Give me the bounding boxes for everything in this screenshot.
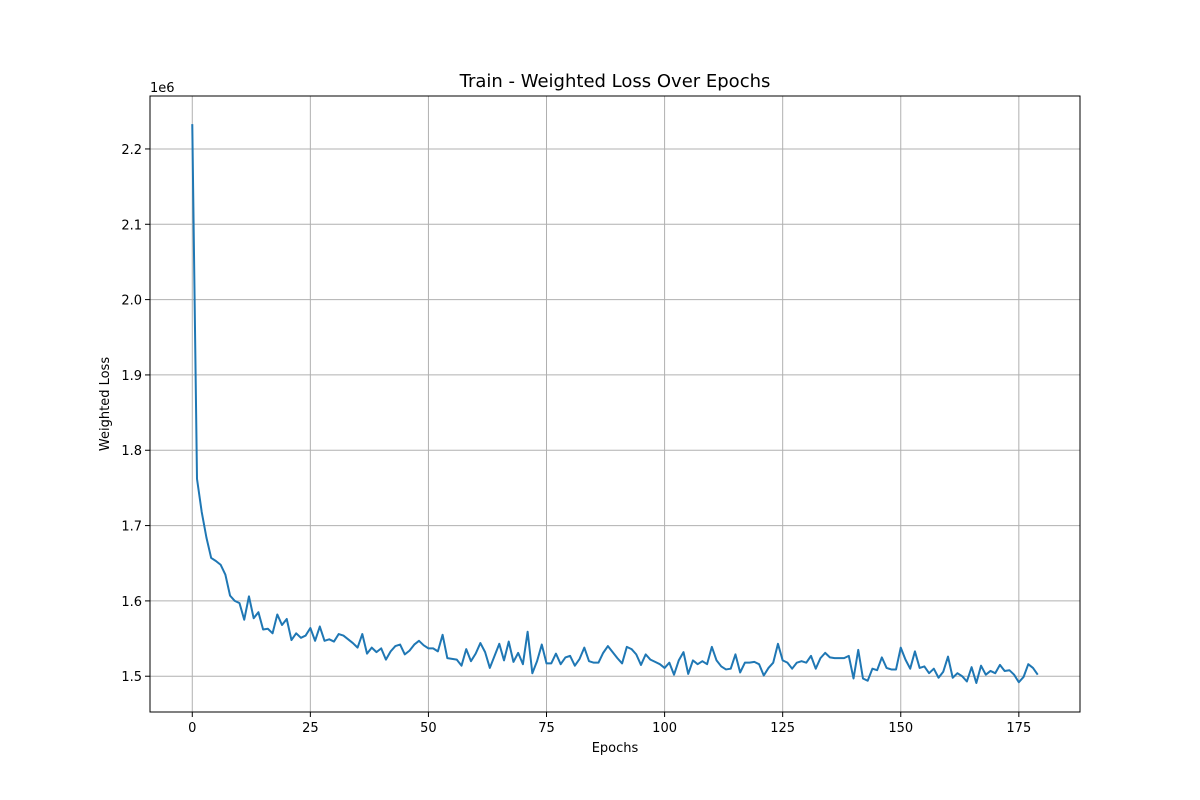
chart-title: Train - Weighted Loss Over Epochs xyxy=(459,71,771,92)
y-tick-label: 1.9 xyxy=(121,369,142,384)
x-tick-label: 50 xyxy=(420,721,437,736)
loss-series-line xyxy=(191,124,1039,684)
x-tick-label: 150 xyxy=(888,721,913,736)
x-tick-label: 175 xyxy=(1006,721,1031,736)
x-axis-label: Epochs xyxy=(592,741,639,756)
x-tick-label: 25 xyxy=(302,721,319,736)
x-tick-label: 0 xyxy=(188,721,196,736)
y-tick-label: 1.5 xyxy=(121,670,142,685)
gridlines xyxy=(150,96,1080,712)
y-tick-label: 2.2 xyxy=(121,143,142,158)
axes-frame xyxy=(149,95,1081,713)
x-tick-label: 100 xyxy=(652,721,677,736)
x-tick-label: 75 xyxy=(538,721,555,736)
y-offset-label: 1e6 xyxy=(150,81,175,96)
y-tick-label: 1.7 xyxy=(121,520,142,535)
y-tick-label: 2.1 xyxy=(121,218,142,233)
y-tick-label: 1.8 xyxy=(121,444,142,459)
plot-area xyxy=(191,124,1039,684)
y-axis-label: Weighted Loss xyxy=(98,357,113,451)
y-tick-label: 2.0 xyxy=(121,294,142,309)
axis-ticks: 0 25 50 75 100 125 150 175 1.5 1.6 1.7 1.8 1.9 2.0 2.1… xyxy=(121,143,1031,736)
x-tick-label: 125 xyxy=(770,721,795,736)
y-tick-label: 1.6 xyxy=(121,595,142,610)
